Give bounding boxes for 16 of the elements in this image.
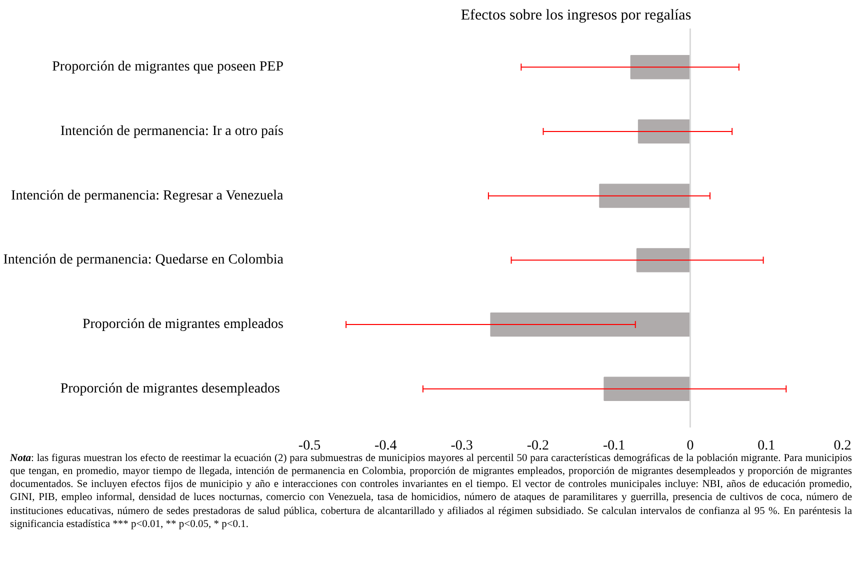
x-tick-label: 0.1 <box>758 438 776 454</box>
chart-title: Efectos sobre los ingresos por regalías <box>460 8 692 24</box>
x-tick-label: 0 <box>686 438 694 454</box>
y-tick-label: Proporción de migrantes empleados <box>82 317 284 332</box>
y-tick-label: Intención de permanencia: Regresar a Venezuela <box>11 188 284 204</box>
x-tick-label: -0.2 <box>526 438 550 454</box>
x-tick-label: -0.5 <box>298 438 321 454</box>
x-tick-label: -0.3 <box>450 438 473 454</box>
y-tick-label: Proporción de migrantes desempleados <box>60 381 280 396</box>
y-tick-label: Intención de permanencia: Quedarse en Colombia <box>3 252 284 268</box>
y-tick-label: Proporción de migrantes que poseen PEP <box>52 60 284 75</box>
y-tick-label: Intención de permanencia: Ir a otro país <box>60 124 284 139</box>
text: Nota: las figuras muestran los efecto de reestimar la ecuación (2) para submuestras de municipios mayores al percentil 50 para características demográficas de la población migrante. Para municipios que tengan, en promedio, mayor tiempo de llegada, intención de permanencia en Colombia, proporción de migrantes empleados, proporción de migrantes desempleados y proporción de migrantes documentados. Se incluyen efectos fijos de municipio y año e interacciones con controles invariantes en el tiempo. El vector de controles municipales incluye: NBI, años de educación promedio, GINI, PIB, empleo informal, densidad de luces nocturnas, comercio con Venezuela, tasa de homicidios, número de ataques de paramilitares y guerrilla, presencia de cultivos de coca, número de instituciones educativas, número de sedes prestadoras de salud pública, cobertura de alcantarillado y afiliados al régimen subsidiado. Se calculan intervalos de confianza al 95 %. En paréntesis la significancia estadística *** p<0.01, ** p<0.05, * p<0.1. <box>10 452 852 531</box>
x-tick-label: -0.4 <box>374 438 397 454</box>
x-tick-label: 0.2 <box>834 438 852 454</box>
x-tick-label: -0.1 <box>602 438 626 454</box>
